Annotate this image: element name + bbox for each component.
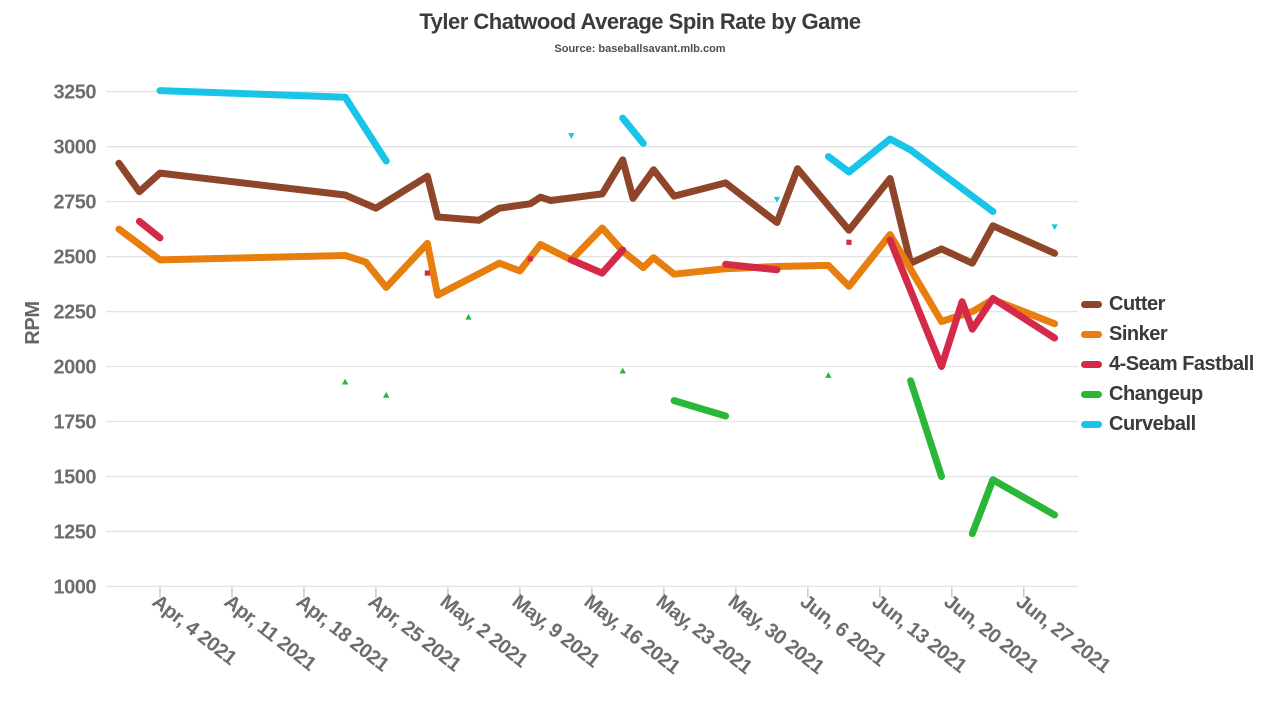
chart-title: Tyler Chatwood Average Spin Rate by Game: [419, 9, 861, 34]
series-marker-4-seam-fastball: [527, 256, 533, 262]
legend-item-curveball: Curveball: [1081, 409, 1254, 439]
series-line-cutter: [115, 156, 1059, 267]
legend-label-sinker: Sinker: [1109, 322, 1168, 345]
series-marker-4-seam-fastball: [424, 270, 430, 276]
y-tick-label: 1250: [54, 521, 97, 543]
series-line-sinker: [115, 224, 1059, 328]
series-marker-curveball: [1051, 224, 1058, 231]
y-tick-label: 2000: [54, 357, 97, 379]
changeup-swatch-icon: [1081, 390, 1102, 398]
series-line-curveball: [156, 87, 390, 165]
y-tick-label: 2250: [54, 302, 97, 324]
series-line-curveball: [619, 114, 647, 147]
legend-item-fourseam: 4-Seam Fastball: [1081, 349, 1254, 379]
y-tick-label: 1500: [54, 466, 97, 488]
legend-label-cutter: Cutter: [1109, 292, 1165, 315]
cutter-swatch-icon: [1081, 300, 1102, 308]
series-marker-changeup: [465, 313, 472, 320]
y-tick-label: 3000: [54, 137, 97, 159]
sinker-swatch-icon: [1081, 330, 1102, 338]
series-marker-curveball: [773, 196, 781, 203]
series-line-changeup: [670, 397, 730, 420]
series-line-changeup: [907, 377, 945, 480]
legend: Cutter Sinker 4-Seam Fastball Changeup C…: [1081, 289, 1254, 439]
series-line-4-seam-fastball: [722, 260, 781, 274]
series-marker-changeup: [619, 367, 626, 374]
legend-item-cutter: Cutter: [1081, 289, 1254, 319]
series-marker-changeup: [383, 391, 390, 398]
legend-label-curveball: Curveball: [1109, 412, 1196, 435]
y-tick-label: 2750: [54, 192, 97, 214]
series-line-curveball: [824, 135, 997, 215]
chart-subtitle: Source: baseballsavant.mlb.com: [554, 43, 726, 55]
y-tick-label: 1750: [54, 412, 97, 434]
legend-label-fourseam: 4-Seam Fastball: [1109, 352, 1254, 375]
y-tick-label: 1000: [54, 576, 97, 598]
legend-item-sinker: Sinker: [1081, 319, 1254, 349]
y-tick-label: 2500: [54, 247, 97, 269]
fourseam-swatch-icon: [1081, 360, 1102, 368]
legend-label-changeup: Changeup: [1109, 382, 1203, 405]
series-line-4-seam-fastball: [886, 236, 1059, 370]
series-marker-curveball: [568, 133, 575, 139]
legend-item-changeup: Changeup: [1081, 379, 1254, 409]
series-line-4-seam-fastball: [135, 217, 164, 242]
series-marker-changeup: [825, 372, 832, 378]
y-tick-label: 3250: [54, 82, 97, 104]
series-line-4-seam-fastball: [567, 246, 627, 277]
series-marker-4-seam-fastball: [846, 239, 852, 245]
curveball-swatch-icon: [1081, 420, 1102, 428]
series-line-changeup: [968, 476, 1059, 538]
series-marker-changeup: [341, 378, 349, 385]
